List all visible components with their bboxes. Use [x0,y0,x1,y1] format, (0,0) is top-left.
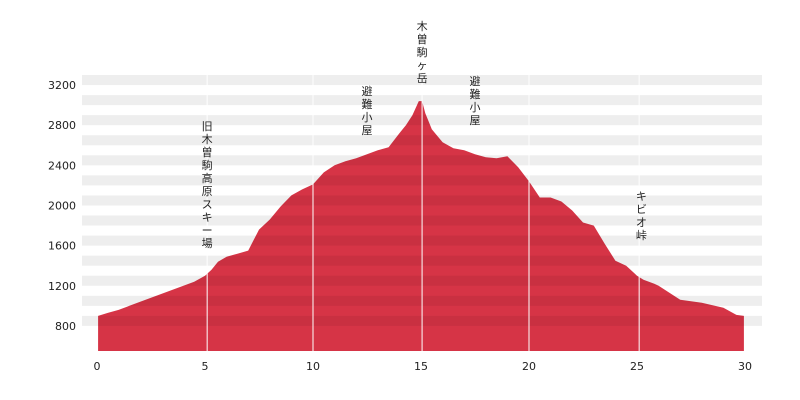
x-tick-label: 10 [306,360,320,373]
area-layer [98,101,744,351]
annotation-char: 木 [417,20,428,33]
annotation-char: 旧 [202,120,213,133]
y-tick-label: 2400 [48,159,76,172]
area-band [98,255,744,266]
annotation-char: 駒 [202,159,213,172]
annotation-char: 峠 [636,228,647,242]
annotation-char: 避 [470,74,481,88]
annotation-char: 避 [362,84,373,98]
area-band [98,135,744,146]
annotation-char: 難 [470,88,481,101]
area-band [98,315,744,326]
annotation-char: ビ [636,203,647,216]
annotation-char: 原 [202,185,213,198]
area-band [98,235,744,246]
annotation-char: 岳 [417,72,428,85]
area-band [98,295,744,306]
x-tick-label: 30 [738,360,752,373]
y-tick-label: 3200 [48,79,76,92]
area-band [98,195,744,206]
annotation-char: 難 [362,98,373,111]
annotation-char: 小 [362,111,373,124]
annotation-char: 木 [202,133,213,146]
annotation-char: キ [636,190,647,203]
annotation-char: 曽 [202,145,213,159]
area-shading [98,101,744,326]
y-axis: 800 1200 1600 2000 2400 2800 3200 [48,79,76,333]
x-tick-label: 25 [630,360,644,373]
area-band [98,275,744,286]
annotation-char: 屋 [470,114,481,127]
elevation-area [98,101,744,351]
annotation-char: 高 [202,171,213,185]
vertical-markers [206,60,640,351]
y-tick-label: 2800 [48,119,76,132]
annotation-char: 場 [202,237,213,250]
annotation-char: ス [202,198,213,211]
y-tick-label: 1200 [48,280,76,293]
x-tick-label: 0 [94,360,101,373]
annotation-char: オ [636,216,647,229]
y-tick-label: 1600 [48,240,76,253]
annotation-char: 屋 [362,124,373,137]
x-axis: 0 5 10 15 20 25 30 [94,360,753,373]
annotation-char: ヶ [417,59,428,72]
x-tick-label: 5 [202,360,209,373]
x-tick-label: 15 [414,360,428,373]
area-band [98,155,744,166]
area-band [98,175,744,186]
area-band [98,115,744,126]
area-band [98,215,744,226]
area-band [98,101,744,106]
annotation-char: 駒 [417,46,428,59]
annotation-char: ー [202,224,213,237]
x-tick-label: 20 [522,360,536,373]
y-tick-label: 800 [55,320,76,333]
annotation-char: 小 [470,101,481,114]
annotation-char: 曽 [417,32,428,46]
y-tick-label: 2000 [48,199,76,212]
annotation-char: キ [202,211,213,224]
